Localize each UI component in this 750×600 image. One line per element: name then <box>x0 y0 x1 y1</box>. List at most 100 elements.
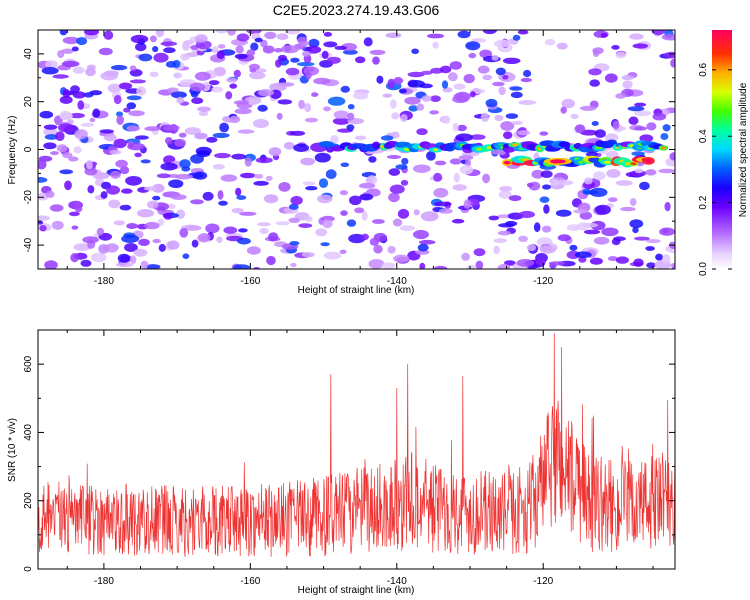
noise-blob <box>156 173 171 179</box>
noise-blob <box>340 210 348 216</box>
noise-blob <box>347 104 355 110</box>
noise-blob <box>354 207 365 214</box>
noise-blob <box>655 253 663 261</box>
x-tick-label: -120 <box>533 576 553 587</box>
noise-blob <box>167 240 180 250</box>
noise-blob <box>194 132 208 140</box>
noise-blob <box>646 122 657 131</box>
noise-blob <box>70 85 80 94</box>
noise-blob <box>276 112 283 120</box>
noise-blob <box>339 249 347 254</box>
noise-blob <box>458 155 474 161</box>
noise-blob <box>45 60 58 69</box>
signal-blob <box>558 141 571 148</box>
noise-blob <box>452 184 467 191</box>
noise-blob <box>56 144 68 153</box>
noise-blob <box>361 233 369 240</box>
noise-blob <box>51 220 64 230</box>
noise-blob <box>539 131 549 136</box>
noise-blob <box>268 232 279 242</box>
noise-blob <box>566 224 581 232</box>
noise-blob <box>163 212 173 220</box>
noise-blob <box>516 259 535 267</box>
noise-blob <box>395 164 408 170</box>
noise-blob <box>339 190 348 196</box>
noise-blob <box>59 30 68 36</box>
noise-blob <box>420 70 433 75</box>
noise-blob <box>124 243 138 252</box>
noise-blob <box>216 236 223 243</box>
noise-blob <box>418 239 436 245</box>
noise-blob <box>76 37 88 46</box>
noise-blob <box>135 135 149 140</box>
noise-blob <box>186 225 202 231</box>
noise-blob <box>298 99 305 110</box>
noise-blob <box>589 79 600 87</box>
noise-blob <box>62 36 80 45</box>
noise-blob <box>451 218 465 224</box>
noise-blob <box>80 259 92 267</box>
noise-blob <box>264 31 277 40</box>
noise-blob <box>182 253 190 259</box>
noise-blob <box>493 39 511 48</box>
noise-blob <box>98 244 109 254</box>
noise-blob <box>233 264 251 269</box>
noise-blob <box>646 239 661 244</box>
noise-blob <box>144 186 158 191</box>
noise-blob <box>322 219 333 229</box>
noise-blob <box>165 137 173 145</box>
noise-blob <box>578 256 587 263</box>
noise-blob <box>155 30 165 38</box>
snr-frame <box>37 329 676 570</box>
noise-blob <box>71 46 79 52</box>
noise-blob <box>327 96 346 106</box>
noise-blob <box>208 80 220 86</box>
noise-blob <box>248 97 258 106</box>
noise-blob <box>334 45 348 50</box>
noise-blob <box>509 86 523 91</box>
noise-blob <box>98 47 113 56</box>
noise-blob <box>55 131 65 142</box>
noise-blob <box>108 199 121 209</box>
noise-blob <box>225 91 233 100</box>
noise-blob <box>570 113 579 119</box>
noise-blob <box>670 58 675 68</box>
noise-blob <box>237 237 251 245</box>
noise-blob <box>469 134 486 140</box>
y-tick-label: 20 <box>23 96 34 108</box>
noise-blob <box>493 245 501 255</box>
noise-blob <box>190 199 204 205</box>
noise-blob <box>165 61 177 68</box>
noise-blob <box>197 233 211 242</box>
noise-blob <box>258 89 274 97</box>
noise-blob <box>440 65 452 74</box>
x-tick-label: -140 <box>387 276 407 287</box>
noise-blob <box>226 77 238 83</box>
noise-blob <box>346 124 355 131</box>
noise-blob <box>457 30 471 39</box>
noise-blob <box>61 60 80 68</box>
noise-blob <box>363 37 373 47</box>
noise-blob <box>274 48 283 53</box>
noise-blob <box>574 124 586 134</box>
noise-blob <box>629 198 637 206</box>
signal-core <box>630 162 637 166</box>
noise-blob <box>129 65 137 71</box>
noise-blob <box>369 238 380 246</box>
noise-blob <box>512 34 521 41</box>
noise-blob <box>604 73 618 83</box>
noise-blob <box>229 115 241 124</box>
noise-blob <box>543 204 550 214</box>
noise-blob <box>163 124 180 132</box>
noise-blob <box>386 155 402 159</box>
noise-blob <box>82 236 99 244</box>
noise-blob <box>240 172 256 179</box>
noise-blob <box>73 243 92 252</box>
noise-blob <box>498 190 512 199</box>
noise-blob <box>304 216 313 222</box>
noise-blob <box>495 67 506 76</box>
noise-blob <box>83 92 94 98</box>
noise-blob <box>68 156 79 162</box>
noise-blob <box>479 49 493 59</box>
noise-blob <box>325 169 337 180</box>
